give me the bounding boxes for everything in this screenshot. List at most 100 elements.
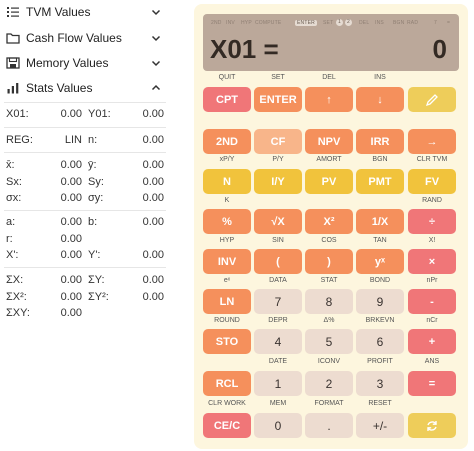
secondary-label: K [224, 197, 230, 204]
secondary-label: eˣ [223, 277, 231, 284]
key-7[interactable]: 7 [254, 289, 302, 314]
stat-label-r: r: [6, 233, 13, 245]
key-minus[interactable]: - [408, 289, 456, 314]
indicator-: = [447, 20, 451, 26]
key-reciprocal[interactable]: 1/X [356, 209, 404, 234]
stat-value-sx: 0.00 [60, 176, 82, 188]
calculator-display: 2ND INV HYP COMPUTE ENTER SET 1 2 DEL INS BGN RAD 7 =… [203, 14, 459, 71]
key-pmt[interactable]: PMT [356, 169, 404, 194]
stat-value-sumx: 0.00 [60, 274, 82, 286]
stat-label-x01: X01: [6, 108, 29, 120]
key-right-arrow[interactable]: → [408, 129, 456, 154]
chevron-down-icon[interactable] [150, 57, 162, 69]
secondary-label: AMORT [316, 156, 342, 163]
bar-chart-icon [4, 79, 22, 97]
key-decimal[interactable]: . [305, 413, 353, 438]
key-up-arrow[interactable]: ↑ [305, 87, 353, 112]
key-n[interactable]: N [203, 169, 251, 194]
stat-value-xbar: 0.00 [60, 159, 82, 171]
section-header-stats[interactable]: Stats Values [0, 76, 168, 100]
key-6[interactable]: 6 [356, 329, 404, 354]
key-irr[interactable]: IRR [356, 129, 404, 154]
key-5[interactable]: 5 [305, 329, 353, 354]
values-sidebar: TVM Values Cash Flow Values Memory Value… [0, 0, 168, 451]
key-4[interactable]: 4 [254, 329, 302, 354]
key-2nd[interactable]: 2ND [203, 129, 251, 154]
display-label: X01 = [210, 34, 279, 64]
key-cpt[interactable]: CPT [203, 87, 251, 112]
key-1[interactable]: 1 [254, 371, 302, 396]
key-3[interactable]: 3 [356, 371, 404, 396]
stat-label-sumx: ΣX: [6, 274, 24, 286]
stat-value-sumy: 0.00 [142, 274, 164, 286]
stat-label-sigx: σx: [6, 192, 22, 204]
secondary-label: HYP [219, 237, 235, 244]
indicator-del: DEL [359, 20, 370, 26]
key-open-paren[interactable]: ( [254, 249, 302, 274]
secondary-label: nPr [426, 277, 438, 284]
pen-button[interactable] [408, 87, 456, 112]
key-sqrt[interactable]: √X [254, 209, 302, 234]
chevron-down-icon[interactable] [150, 32, 162, 44]
stat-row: a: 0.00 b: 0.00 [0, 216, 168, 230]
stat-row: ΣX²: 0.00 ΣY²: 0.00 [0, 291, 168, 305]
key-close-paren[interactable]: ) [305, 249, 353, 274]
key-rcl[interactable]: RCL [203, 371, 251, 396]
indicator-bgn: BGN [393, 20, 405, 26]
section-header-tvm[interactable]: TVM Values [0, 0, 168, 24]
stat-label-sumy2: ΣY²: [88, 291, 109, 303]
secondary-label: BGN [372, 156, 388, 163]
key-fv[interactable]: FV [408, 169, 456, 194]
section-header-memory[interactable]: Memory Values [0, 51, 168, 75]
key-clear[interactable]: CE/C [203, 413, 251, 438]
list-icon [4, 3, 22, 21]
stat-value-yprime: 0.00 [142, 249, 164, 261]
key-sign-toggle[interactable]: +/- [356, 413, 404, 438]
divider [4, 152, 166, 153]
chevron-up-icon[interactable] [150, 82, 162, 94]
key-sto[interactable]: STO [203, 329, 251, 354]
key-ln[interactable]: LN [203, 289, 251, 314]
key-0[interactable]: 0 [254, 413, 302, 438]
secondary-label: DEL [322, 74, 336, 81]
key-percent[interactable]: % [203, 209, 251, 234]
secondary-label: PROFIT [367, 358, 393, 365]
key-9[interactable]: 9 [356, 289, 404, 314]
secondary-label: RESET [368, 400, 392, 407]
section-title: Memory Values [26, 56, 109, 70]
key-cf[interactable]: CF [254, 129, 302, 154]
stat-label-ybar: ȳ: [88, 159, 97, 171]
key-square[interactable]: X² [305, 209, 353, 234]
secondary-label: X! [428, 237, 436, 244]
key-multiply[interactable]: × [408, 249, 456, 274]
key-divide[interactable]: ÷ [408, 209, 456, 234]
section-title: Stats Values [26, 81, 93, 95]
key-down-arrow[interactable]: ↓ [356, 87, 404, 112]
key-inv[interactable]: INV [203, 249, 251, 274]
stat-value-sumy2: 0.00 [142, 291, 164, 303]
secondary-label: BRKEVN [365, 317, 395, 324]
stat-value-sumx2: 0.00 [60, 291, 82, 303]
stat-label-sigy: σy: [88, 192, 104, 204]
indicator-ins: INS [375, 20, 384, 26]
key-power[interactable]: yˣ [356, 249, 404, 274]
key-2[interactable]: 2 [305, 371, 353, 396]
indicator-7: 7 [434, 20, 437, 26]
secondary-label: ROUND [214, 317, 240, 324]
secondary-label: QUIT [218, 74, 236, 81]
stat-value-a: 0.00 [60, 216, 82, 228]
key-npv[interactable]: NPV [305, 129, 353, 154]
refresh-button[interactable] [408, 413, 456, 438]
key-plus[interactable]: + [408, 329, 456, 354]
section-header-cashflow[interactable]: Cash Flow Values [0, 26, 168, 50]
key-enter[interactable]: ENTER [254, 87, 302, 112]
secondary-label: STAT [320, 277, 338, 284]
chevron-down-icon[interactable] [150, 6, 162, 18]
key-iy[interactable]: I/Y [254, 169, 302, 194]
key-equals[interactable]: = [408, 371, 456, 396]
secondary-label: ANS [424, 358, 440, 365]
secondary-label: BOND [369, 277, 391, 284]
key-8[interactable]: 8 [305, 289, 353, 314]
stat-value-r: 0.00 [60, 233, 82, 245]
key-pv[interactable]: PV [305, 169, 353, 194]
